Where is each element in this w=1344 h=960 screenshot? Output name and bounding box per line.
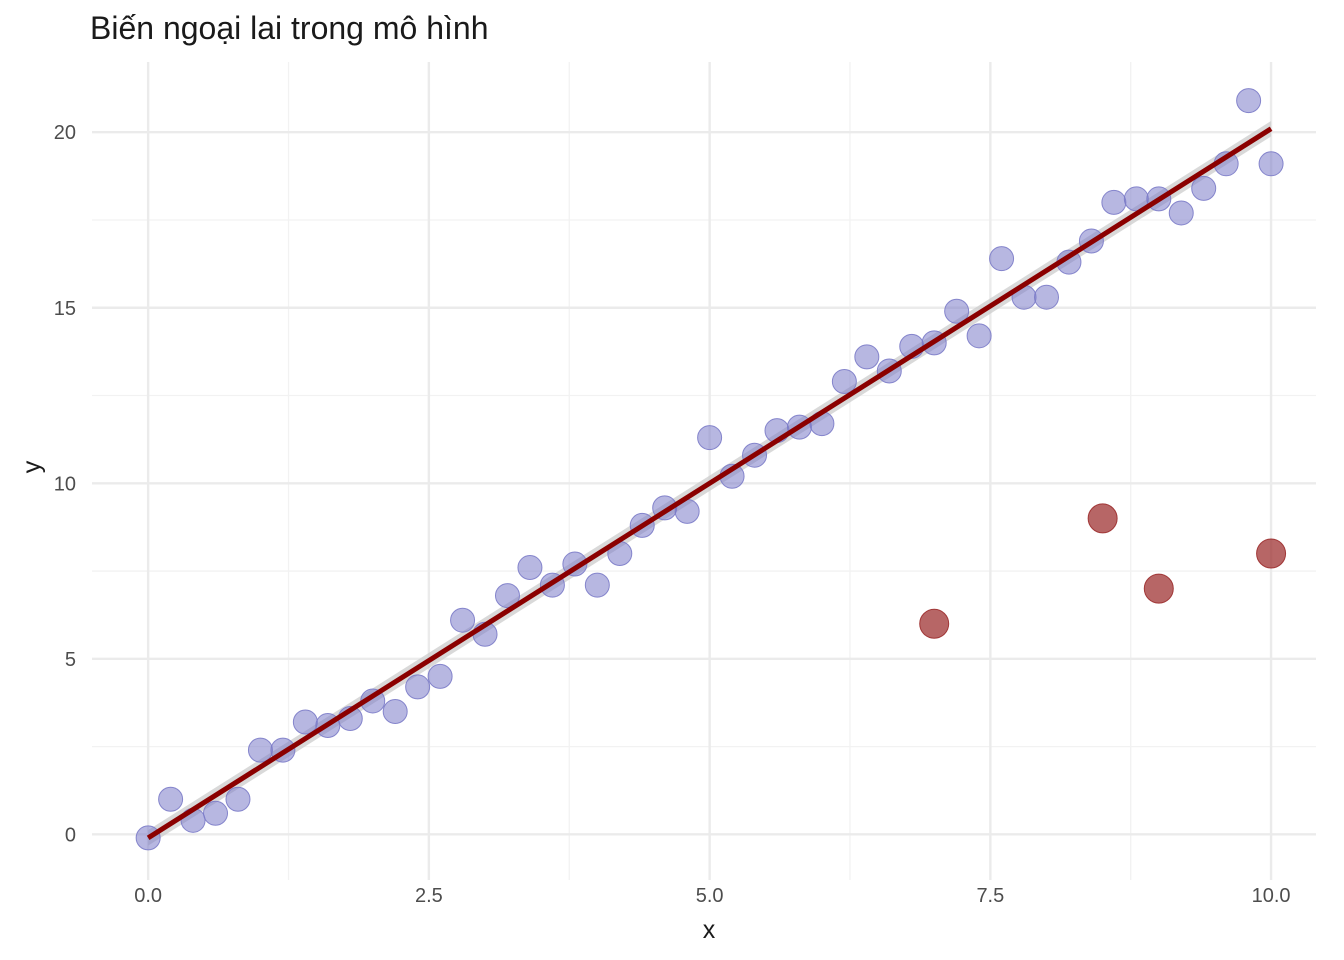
fit-line (146, 126, 1273, 840)
x-tick-label: 10.0 (1252, 885, 1291, 907)
data-point (966, 323, 992, 349)
data-point (854, 344, 880, 370)
outlier-point (919, 608, 950, 639)
y-axis-ticks: 0 5 10 15 20 (54, 122, 76, 846)
data-point (450, 607, 476, 633)
data-point (1033, 284, 1059, 310)
x-tick-label: 5.0 (696, 885, 724, 907)
x-tick-label: 7.5 (976, 885, 1004, 907)
data-point (1236, 88, 1262, 114)
x-axis-title: x (703, 916, 716, 944)
data-point (1191, 175, 1217, 201)
data-point (944, 298, 970, 324)
data-point (989, 246, 1015, 272)
data-point (494, 583, 520, 609)
grid-major (92, 62, 1316, 880)
fit-line-layer (146, 126, 1273, 840)
y-tick-label: 20 (54, 122, 76, 144)
y-tick-label: 10 (54, 473, 76, 495)
data-point (203, 800, 229, 826)
data-point (831, 368, 857, 394)
data-point (225, 786, 251, 812)
outlier-point (1087, 503, 1118, 534)
data-point (1101, 189, 1127, 215)
data-point (382, 698, 408, 724)
y-axis-title: y (18, 460, 46, 473)
y-tick-label: 5 (65, 649, 76, 671)
outlier-point (1256, 538, 1287, 569)
x-tick-label: 2.5 (415, 885, 443, 907)
outlier-point (1143, 573, 1174, 604)
data-point (517, 555, 543, 581)
y-tick-label: 15 (54, 298, 76, 320)
y-tick-label: 0 (65, 824, 76, 846)
data-point (1258, 151, 1284, 177)
chart-title: Biến ngoại lai trong mô hình (90, 10, 489, 46)
data-point (427, 663, 453, 689)
data-point (405, 674, 431, 700)
data-point (1168, 200, 1194, 226)
data-point (584, 572, 610, 598)
data-point (158, 786, 184, 812)
x-tick-label: 0.0 (134, 885, 162, 907)
data-point (247, 737, 273, 763)
data-point (697, 425, 723, 451)
x-axis-ticks: 0.0 2.5 5.0 7.5 10.0 (134, 885, 1290, 907)
